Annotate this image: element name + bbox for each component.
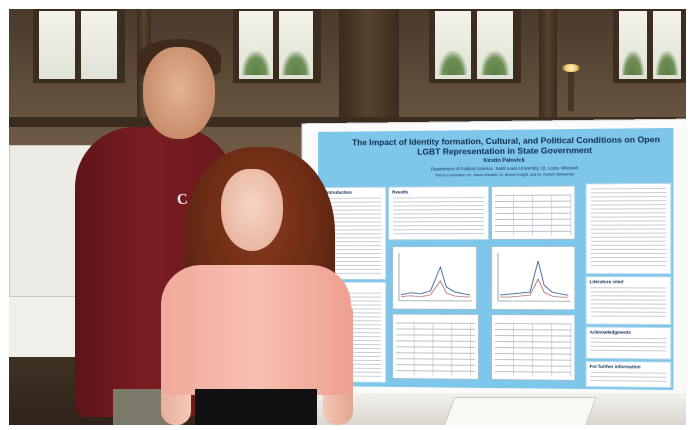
panel-heading: Literature cited xyxy=(590,279,624,284)
window xyxy=(429,9,521,83)
panel-heading: For further information xyxy=(590,364,641,370)
results-panel: Results xyxy=(388,186,489,240)
lamp-light xyxy=(562,64,580,72)
line-plot-right xyxy=(491,246,575,310)
woman-pink-top xyxy=(161,265,351,395)
results-table-lower-left xyxy=(392,314,479,380)
poster-board: The Impact of Identity formation, Cultur… xyxy=(302,119,686,402)
literature-panel: Literature cited xyxy=(586,276,672,325)
man-face xyxy=(143,47,215,139)
line-plot-left xyxy=(392,246,477,310)
woman-black-skirt xyxy=(195,389,317,425)
conclusions-panel xyxy=(586,183,672,274)
window xyxy=(233,9,321,83)
panel-heading: Results xyxy=(392,190,408,195)
results-table-lower-right xyxy=(491,314,575,381)
acknowledgments-panel: Acknowledgments xyxy=(586,327,672,360)
wall-lamp xyxy=(568,71,574,111)
woman-face xyxy=(221,169,283,251)
panel-heading: Acknowledgments xyxy=(590,330,631,335)
research-poster: The Impact of Identity formation, Cultur… xyxy=(318,128,673,390)
window xyxy=(33,9,125,83)
poster-title: The Impact of Identity formation, Cultur… xyxy=(341,134,671,157)
window xyxy=(613,9,686,83)
panel-heading: Introduction xyxy=(326,190,352,195)
further-info-panel: For further information xyxy=(586,361,672,388)
photo: The Impact of Identity formation, Cultur… xyxy=(9,9,686,425)
results-table xyxy=(491,185,575,240)
open-booklet xyxy=(444,397,597,425)
poster-committee: Thesis Committee: Dr. Jason Windett, Dr.… xyxy=(341,172,671,178)
